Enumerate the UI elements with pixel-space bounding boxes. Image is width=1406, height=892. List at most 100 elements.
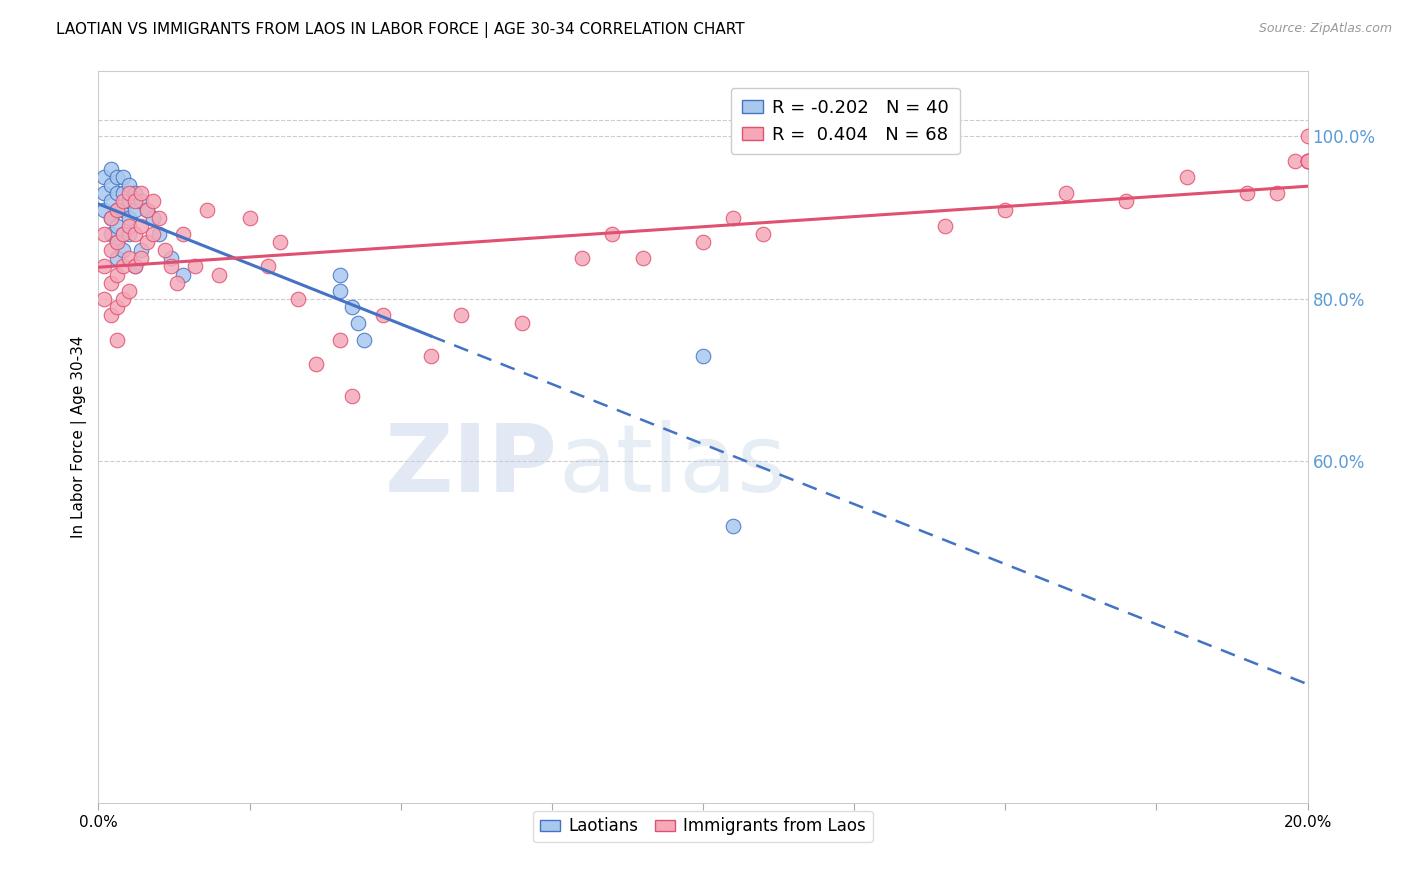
Point	[631, 252, 654, 266]
Point	[118, 211, 141, 225]
Point	[93, 169, 115, 184]
Point	[93, 227, 115, 241]
Point	[420, 349, 443, 363]
Point	[329, 284, 352, 298]
Point	[105, 300, 128, 314]
Point	[305, 357, 328, 371]
Point	[602, 227, 624, 241]
Point	[105, 186, 128, 201]
Point	[195, 202, 218, 217]
Point	[1267, 186, 1289, 201]
Point	[111, 194, 134, 209]
Point	[105, 333, 128, 347]
Point	[111, 186, 134, 201]
Point	[100, 161, 122, 176]
Point	[100, 308, 122, 322]
Point	[129, 252, 152, 266]
Point	[124, 202, 146, 217]
Point	[723, 211, 745, 225]
Point	[1115, 194, 1137, 209]
Point	[105, 219, 128, 233]
Point	[752, 227, 775, 241]
Point	[118, 194, 141, 209]
Point	[450, 308, 472, 322]
Point	[100, 194, 122, 209]
Point	[148, 211, 170, 225]
Point	[111, 260, 134, 274]
Point	[105, 202, 128, 217]
Point	[105, 268, 128, 282]
Point	[1296, 129, 1319, 144]
Point	[105, 202, 128, 217]
Point	[129, 219, 152, 233]
Point	[329, 268, 352, 282]
Point	[118, 284, 141, 298]
Point	[124, 260, 146, 274]
Point	[371, 308, 394, 322]
Point	[510, 316, 533, 330]
Point	[172, 268, 194, 282]
Point	[166, 276, 188, 290]
Point	[1296, 153, 1319, 168]
Point	[329, 333, 352, 347]
Point	[342, 300, 364, 314]
Point	[135, 202, 157, 217]
Point	[111, 169, 134, 184]
Point	[118, 252, 141, 266]
Point	[118, 219, 141, 233]
Point	[105, 235, 128, 249]
Point	[1054, 186, 1077, 201]
Point	[111, 292, 134, 306]
Point	[124, 260, 146, 274]
Point	[135, 202, 157, 217]
Point	[239, 211, 262, 225]
Point	[287, 292, 309, 306]
Point	[994, 202, 1017, 217]
Point	[129, 243, 152, 257]
Point	[153, 243, 176, 257]
Point	[934, 219, 956, 233]
Point	[342, 389, 364, 403]
Point	[100, 243, 122, 257]
Point	[100, 276, 122, 290]
Point	[256, 260, 278, 274]
Text: LAOTIAN VS IMMIGRANTS FROM LAOS IN LABOR FORCE | AGE 30-34 CORRELATION CHART: LAOTIAN VS IMMIGRANTS FROM LAOS IN LABOR…	[56, 22, 745, 38]
Legend: Laotians, Immigrants from Laos: Laotians, Immigrants from Laos	[533, 811, 873, 842]
Point	[160, 252, 183, 266]
Point	[100, 211, 122, 225]
Point	[105, 235, 128, 249]
Point	[723, 519, 745, 533]
Point	[124, 186, 146, 201]
Point	[1175, 169, 1198, 184]
Point	[142, 227, 165, 241]
Point	[93, 292, 115, 306]
Text: Source: ZipAtlas.com: Source: ZipAtlas.com	[1258, 22, 1392, 36]
Point	[692, 349, 714, 363]
Point	[208, 268, 231, 282]
Point	[347, 316, 370, 330]
Point	[269, 235, 291, 249]
Point	[184, 260, 207, 274]
Point	[1296, 153, 1319, 168]
Point	[129, 194, 152, 209]
Point	[142, 194, 165, 209]
Point	[105, 169, 128, 184]
Point	[93, 186, 115, 201]
Point	[118, 227, 141, 241]
Point	[105, 252, 128, 266]
Point	[1296, 153, 1319, 168]
Point	[100, 178, 122, 193]
Y-axis label: In Labor Force | Age 30-34: In Labor Force | Age 30-34	[72, 335, 87, 539]
Point	[172, 227, 194, 241]
Point	[135, 235, 157, 249]
Point	[142, 211, 165, 225]
Point	[1296, 153, 1319, 168]
Text: atlas: atlas	[558, 420, 786, 512]
Point	[111, 227, 134, 241]
Point	[93, 202, 115, 217]
Point	[100, 211, 122, 225]
Point	[124, 194, 146, 209]
Point	[124, 227, 146, 241]
Point	[93, 260, 115, 274]
Point	[1284, 153, 1306, 168]
